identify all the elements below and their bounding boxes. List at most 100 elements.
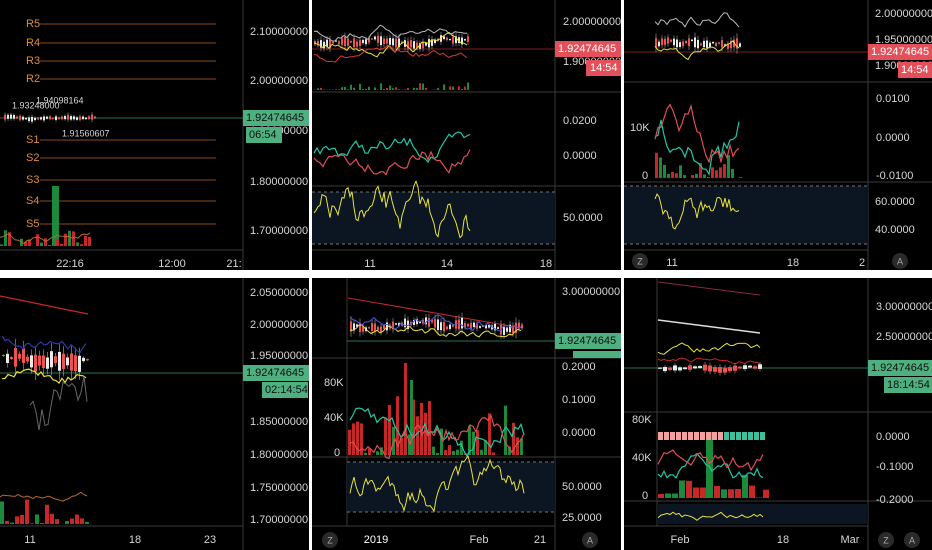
pivot-label: S5 — [26, 218, 39, 230]
candle — [82, 357, 85, 362]
candle — [661, 38, 663, 46]
volume-bar — [356, 421, 359, 455]
candle — [708, 365, 712, 372]
price-tag — [246, 127, 282, 143]
candle — [380, 36, 382, 46]
volume-bar — [55, 519, 59, 524]
volume-bar — [416, 88, 418, 90]
volume-bar — [719, 167, 722, 178]
volume-bar — [64, 233, 67, 246]
axis-label: 18 — [777, 534, 789, 546]
volume-bar — [362, 88, 364, 90]
axis-label: 1.80000000 — [250, 449, 308, 461]
candle — [392, 321, 394, 330]
candle — [94, 116, 96, 119]
volume-bar — [448, 445, 451, 455]
candle — [70, 353, 73, 371]
trend-line — [347, 297, 523, 329]
candle — [401, 41, 403, 44]
candle — [670, 39, 672, 42]
pivot-label: S1 — [26, 134, 39, 146]
candle — [709, 42, 711, 48]
button[interactable] — [878, 532, 894, 548]
button[interactable] — [322, 532, 338, 548]
axis-label: 0.0100 — [876, 93, 910, 105]
candle — [718, 42, 720, 44]
candle — [64, 115, 66, 120]
candle — [395, 323, 397, 325]
volume-bar — [0, 244, 3, 246]
button-label: Z — [883, 535, 889, 545]
candle — [758, 364, 762, 369]
candle — [727, 43, 729, 49]
volume-bar — [348, 429, 351, 455]
axis-label: 18 — [540, 258, 552, 270]
candle — [452, 324, 454, 327]
volume-bar — [461, 89, 463, 90]
candle — [464, 39, 466, 41]
candle — [377, 35, 379, 43]
candle — [703, 364, 707, 371]
candle — [52, 117, 54, 120]
pivot-label: S3 — [26, 174, 39, 186]
candle — [458, 319, 460, 330]
candle — [62, 353, 65, 370]
candle — [386, 322, 388, 331]
price-tag-label: 1.92474645 — [871, 46, 929, 58]
histogram-bar — [682, 432, 687, 440]
button[interactable] — [892, 253, 908, 269]
volume-bar — [723, 164, 726, 178]
volume-bar — [368, 448, 371, 455]
price-tag — [262, 382, 308, 398]
candle — [347, 38, 349, 46]
axis-label: 14 — [441, 258, 453, 270]
candle — [467, 323, 469, 327]
volume-bar — [420, 402, 423, 455]
candle — [353, 38, 355, 48]
candle — [61, 116, 63, 120]
volume-bar — [452, 451, 455, 455]
volume-bar — [404, 89, 406, 90]
axis-label: -0.2000 — [876, 494, 913, 506]
volume-bar — [731, 168, 734, 178]
histogram-bar — [724, 432, 729, 440]
candle — [743, 365, 747, 370]
volume-bar — [24, 241, 27, 246]
candle — [70, 116, 72, 120]
candle — [353, 323, 355, 331]
button[interactable] — [904, 532, 920, 548]
candle — [688, 38, 690, 47]
indicator-line — [0, 232, 91, 245]
button[interactable] — [632, 253, 648, 269]
candle — [431, 319, 433, 323]
volume-bar — [85, 521, 89, 524]
indicator-line — [29, 376, 88, 431]
volume-bar — [458, 86, 460, 90]
pivot-label: S4 — [26, 195, 39, 207]
candle — [338, 41, 340, 44]
axis-label: 40.0000 — [875, 224, 915, 236]
candle — [419, 43, 421, 49]
volume-bar — [76, 242, 79, 246]
volume-bar — [353, 87, 355, 90]
volume-bar — [50, 513, 54, 524]
price-tag — [243, 365, 309, 381]
histogram-bar — [712, 432, 717, 440]
indicator-line — [313, 149, 471, 176]
candle — [700, 43, 702, 46]
volume-bar — [691, 175, 694, 178]
candle — [341, 38, 343, 45]
volume-bar — [389, 85, 391, 90]
volume-bar — [352, 423, 355, 455]
button-label: A — [587, 535, 593, 545]
candle — [79, 116, 81, 120]
volume-bar — [80, 518, 84, 524]
volume-bar — [40, 523, 44, 524]
histogram-bar — [706, 432, 711, 440]
volume-bar — [68, 230, 71, 246]
volume-bar — [735, 488, 741, 498]
price-tag — [898, 62, 932, 78]
button[interactable] — [582, 532, 598, 548]
candle — [25, 117, 27, 120]
candle — [383, 38, 385, 45]
